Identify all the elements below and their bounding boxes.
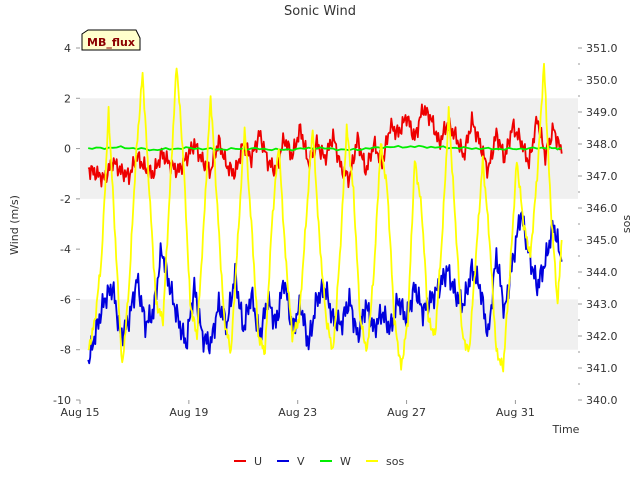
x-tick-label: Aug 31 — [496, 406, 535, 419]
series-line-sos — [87, 62, 563, 373]
y-axis-left-label: Wind (m/s) — [8, 195, 21, 255]
y-left-tick-label: 0 — [64, 143, 71, 156]
y-left-tick-label: 4 — [64, 42, 71, 55]
y-right-tick-label: 348.0 — [586, 138, 618, 151]
y-left-tick-label: -2 — [60, 193, 71, 206]
badge-box — [81, 29, 141, 51]
legend-label-v: V — [297, 455, 305, 468]
y-axis-right-label: sos — [620, 215, 633, 233]
mb-flux-badge: MB_flux — [81, 29, 141, 51]
y-left-tick-label: -4 — [60, 243, 71, 256]
x-tick-label: Aug 15 — [61, 406, 100, 419]
x-tick-label: Aug 23 — [278, 406, 317, 419]
x-axis-label: Time — [552, 423, 580, 436]
x-tick-label: Aug 27 — [387, 406, 426, 419]
y-left-tick-label: 2 — [64, 92, 71, 105]
series-line-v — [87, 211, 563, 365]
legend-label-w: W — [340, 455, 351, 468]
y-right-tick-label: 349.0 — [586, 106, 618, 119]
y-right-tick-label: 343.0 — [586, 298, 618, 311]
series-line-w — [88, 144, 562, 152]
y-left-tick-label: -10 — [53, 394, 71, 407]
legend-label-sos: sos — [386, 455, 404, 468]
legend-label-u: U — [254, 455, 262, 468]
axis-ticks: 4 2 0 -2 -4 -6 -8 -10 351.0 350.0 349.0 348.0 347.0 3… — [53, 42, 617, 419]
y-right-tick-label: 346.0 — [586, 202, 618, 215]
badge-label: MB_flux — [87, 36, 135, 49]
chart-title: Sonic Wind — [284, 4, 356, 19]
series-lines — [87, 62, 563, 373]
y-right-tick-label: 344.0 — [586, 266, 618, 279]
y-right-tick-label: 341.0 — [586, 362, 618, 375]
y-right-tick-label: 342.0 — [586, 330, 618, 343]
y-left-tick-label: -8 — [60, 344, 71, 357]
y-right-tick-label: 350.0 — [586, 74, 618, 87]
y-right-tick-label: 340.0 — [586, 394, 618, 407]
y-right-tick-label: 351.0 — [586, 42, 618, 55]
y-right-tick-label: 345.0 — [586, 234, 618, 247]
x-tick-label: Aug 19 — [169, 406, 208, 419]
y-left-tick-label: -6 — [60, 293, 71, 306]
y-right-tick-label: 347.0 — [586, 170, 618, 183]
